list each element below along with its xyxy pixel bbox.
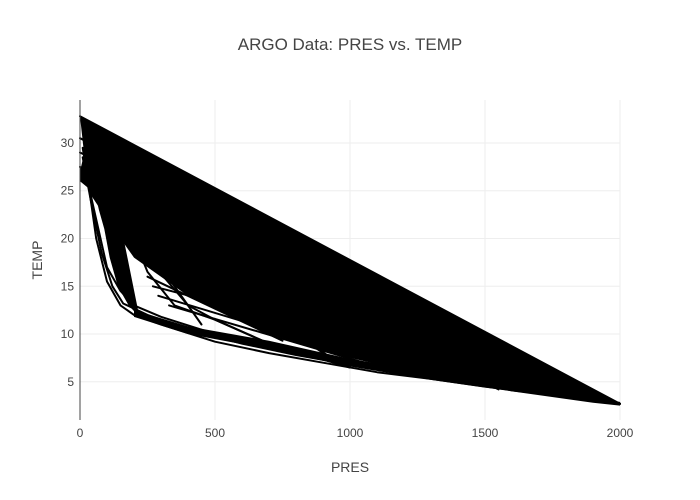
data-series-line [160,223,338,364]
data-series-line [106,189,513,391]
x-tick-label: 500 [205,426,225,440]
data-series-line [157,294,419,376]
data-series-line [151,285,540,388]
y-axis-title: TEMP [29,241,45,280]
data-series-line [79,151,594,402]
tick-labels: 0 500 1000 1500 2000 5 10 15 20 25 30 [61,136,634,440]
data-series-line [168,304,378,368]
data-series-line [133,218,405,369]
y-tick-label: 20 [61,232,75,246]
data-series-line [79,115,621,405]
chart-title: ARGO Data: PRES vs. TEMP [238,35,463,54]
x-axis-title: PRES [331,459,369,475]
data-series-line [100,185,573,399]
data-series-line [138,251,365,361]
data-band [80,166,105,193]
data-series-line [79,137,608,403]
x-tick-label: 1500 [472,426,499,440]
x-tick-label: 1000 [337,426,364,440]
y-tick-label: 30 [61,136,75,150]
y-tick-label: 10 [61,327,75,341]
x-tick-label: 2000 [607,426,634,440]
y-tick-label: 25 [61,184,75,198]
data-series-line [146,275,284,342]
data-series-layer [79,115,621,405]
x-tick-label: 0 [77,426,84,440]
data-series-line [79,165,581,400]
y-tick-label: 15 [61,279,75,293]
y-tick-label: 5 [67,375,74,389]
data-series-line [95,175,562,398]
